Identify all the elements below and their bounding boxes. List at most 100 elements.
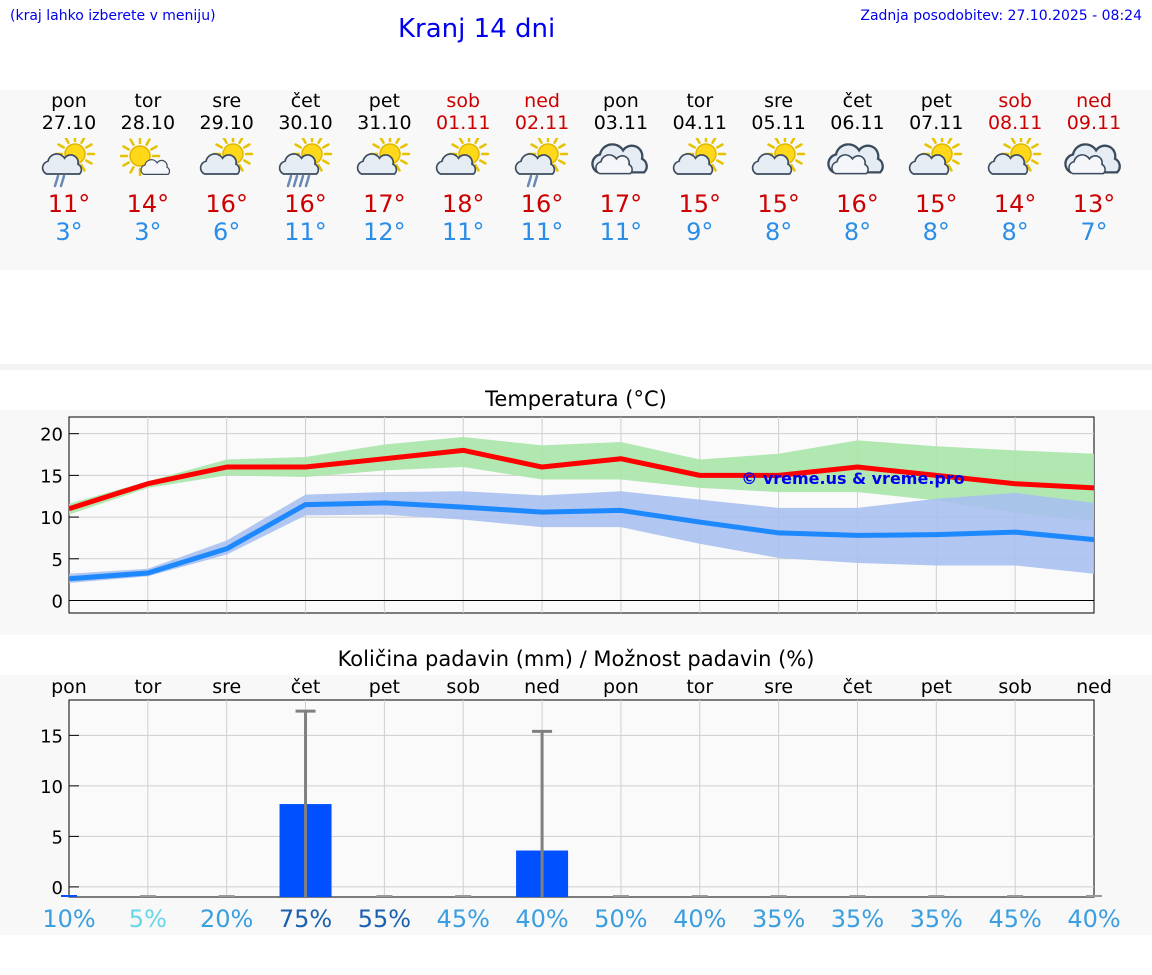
day-name: tor [686, 90, 714, 112]
precip-ytick-label: 5 [52, 827, 63, 848]
precip-day-label: tor [134, 676, 161, 698]
last-update-text: Zadnja posodobitev: 27.10.2025 - 08:24 [860, 8, 1142, 24]
max-temp: 14° [126, 190, 170, 218]
day-column: pet 31.10 17° 12° [339, 90, 429, 246]
day-column: sre 05.11 15° 8° [734, 90, 824, 246]
day-date: 04.11 [672, 112, 727, 134]
day-name: sre [212, 90, 242, 112]
day-column: ned 09.11 13° 7° [1049, 90, 1139, 246]
day-column: pon 03.11 17° 11° [576, 90, 666, 246]
day-name: ned [1076, 90, 1112, 112]
precip-probability-label: 50% [594, 905, 648, 933]
precip-plot-area [68, 699, 1095, 898]
max-temp: 13° [1072, 190, 1116, 218]
page-title: Kranj 14 dni [398, 14, 556, 44]
precip-ytick-label: 0 [52, 878, 63, 899]
precip-day-label: ned [524, 676, 560, 698]
day-date: 09.11 [1066, 112, 1122, 134]
max-temp-line [68, 447, 1095, 512]
sun-cloud-rain-icon [41, 138, 96, 188]
day-name: pet [368, 90, 400, 112]
precip-day-label: sre [212, 676, 241, 698]
cloudy-icon [1064, 143, 1121, 175]
max-temp: 16° [520, 190, 564, 218]
day-date: 08.11 [987, 112, 1043, 134]
day-name: ned [524, 90, 560, 112]
temp-ytick-label: 10 [40, 508, 63, 529]
section-divider [0, 364, 1152, 370]
min-temp: 11° [284, 218, 327, 246]
day-date: 05.11 [751, 112, 806, 134]
watermark: © vreme.us & vreme.pro [741, 469, 964, 488]
min-temp: 8° [764, 218, 793, 246]
day-date: 01.11 [436, 112, 491, 134]
day-date: 27.10 [41, 112, 97, 134]
partly-cloudy-icon [436, 138, 490, 175]
min-temp: 11° [520, 218, 564, 246]
day-column: sre 29.10 16° 6° [182, 90, 272, 246]
max-temp: 14° [993, 190, 1037, 218]
min-temp: 8° [922, 218, 950, 246]
day-date: 03.11 [593, 112, 649, 134]
partly-cloudy-icon [357, 138, 411, 175]
precip-probability-label: 45% [436, 905, 490, 933]
day-column: tor 28.10 14° 3° [103, 90, 193, 246]
precip-day-label: čet [843, 676, 873, 698]
temperature-chart: 0 5 10 15 20 © vreme.us & vreme.pro [40, 416, 1095, 614]
day-date: 31.10 [357, 112, 412, 134]
min-temp-range-band [69, 491, 1094, 583]
max-temp: 17° [599, 190, 643, 218]
day-date: 28.10 [120, 112, 176, 134]
day-name: pet [920, 90, 952, 112]
max-temp: 16° [836, 190, 879, 218]
cloudy-icon [591, 143, 648, 175]
day-date: 02.11 [514, 112, 570, 134]
precipitation-chart: pon tor sre čet pet sob ned pon tor sre čet pet sob n… [40, 676, 1112, 899]
day-column: pet 07.11 15° 8° [891, 90, 981, 246]
day-name: sob [998, 90, 1032, 112]
max-temp: 16° [205, 190, 248, 218]
cloudy-icon [827, 143, 885, 175]
precip-chart-panel: pon tor sre čet pet sob ned pon tor sre čet pet sob n… [0, 675, 1152, 935]
precip-day-label: sre [764, 676, 793, 698]
min-temp: 7° [1080, 218, 1108, 246]
precip-day-label: pon [603, 676, 639, 698]
day-name: sob [446, 90, 481, 112]
min-temp: 8° [1001, 218, 1029, 246]
min-temp: 6° [213, 218, 241, 246]
precip-day-label: tor [686, 676, 713, 698]
temp-ytick-label: 20 [40, 425, 63, 446]
day-name: čet [842, 90, 873, 112]
max-temp: 11° [47, 190, 91, 218]
temp-ytick-label: 0 [52, 591, 63, 612]
precip-probability-label: 40% [673, 905, 727, 933]
precip-probability-label: 45% [988, 905, 1042, 933]
day-column: sob 01.11 18° 11° [418, 90, 508, 246]
menu-hint-link[interactable]: (kraj lahko izberete v meniju) [10, 8, 216, 24]
min-temp: 8° [843, 218, 872, 246]
precip-day-label: čet [291, 676, 321, 698]
precip-chart-title: Količina padavin (mm) / Možnost padavin … [337, 647, 815, 671]
day-column: tor 04.11 15° 9° [655, 90, 745, 246]
precip-day-label: sob [446, 676, 480, 698]
min-temp: 12° [363, 218, 406, 246]
partly-cloudy-icon [987, 138, 1042, 175]
precip-probability-label: 35% [751, 905, 806, 933]
max-temp: 15° [757, 190, 800, 218]
precip-probability-label: 55% [357, 905, 412, 933]
precip-probability-label: 5% [128, 905, 167, 933]
temp-ytick-label: 15 [40, 466, 63, 487]
day-name: sre [764, 90, 794, 112]
day-date: 07.11 [909, 112, 964, 134]
precip-day-label: pet [369, 676, 400, 698]
day-name: pon [603, 90, 639, 112]
precip-probability-label: 40% [515, 905, 569, 933]
temp-ytick-label: 5 [52, 550, 63, 571]
max-temp: 17° [363, 190, 406, 218]
min-temp: 9° [686, 218, 714, 246]
max-temp: 16° [284, 190, 327, 218]
temperature-chart-title: Temperatura (°C) [485, 387, 667, 411]
sun-small-cloud-icon [119, 138, 170, 177]
max-temp-range-band [69, 437, 1094, 522]
precip-probability-label: 35% [830, 905, 885, 933]
